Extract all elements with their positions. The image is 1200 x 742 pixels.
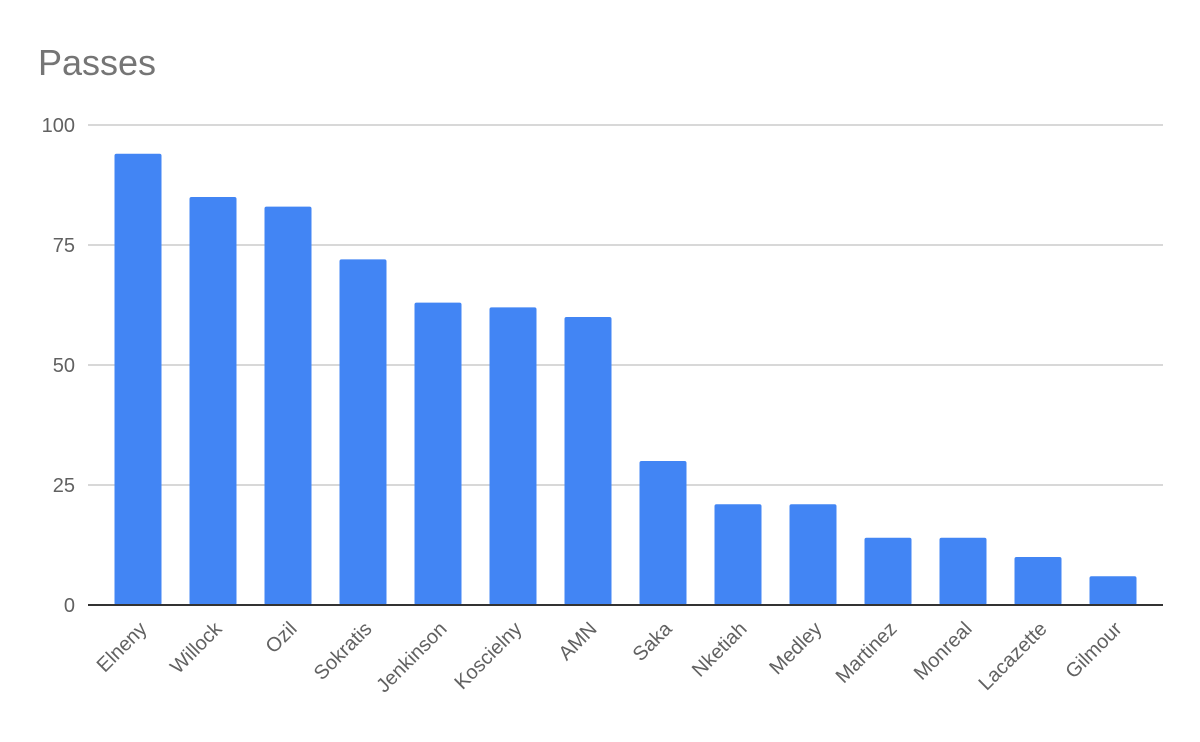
x-tick-label: Jenkinson — [372, 618, 451, 697]
bar — [939, 537, 987, 605]
bar — [414, 302, 462, 605]
x-tick-label: Elneny — [93, 618, 152, 677]
x-tick-label: Willock — [166, 617, 227, 678]
bar — [489, 307, 537, 605]
bar — [714, 504, 762, 605]
x-tick-label: Saka — [629, 617, 677, 665]
x-tick-label: Ozil — [262, 618, 302, 658]
bar — [114, 153, 162, 606]
bar — [339, 259, 387, 605]
x-tick-label: Sokratis — [310, 618, 377, 685]
bar — [864, 537, 912, 605]
bar — [189, 197, 237, 605]
bar — [639, 461, 687, 605]
chart-title: Passes — [38, 42, 156, 83]
bar — [789, 504, 837, 605]
bar — [1089, 576, 1137, 605]
y-tick-label: 25 — [53, 475, 75, 497]
bar — [1014, 557, 1062, 605]
y-tick-label: 75 — [53, 235, 75, 257]
y-tick-label: 100 — [42, 115, 75, 137]
x-tick-label: Nketiah — [688, 618, 752, 682]
x-tick-label: Martinez — [832, 618, 902, 688]
x-tick-label: Monreal — [910, 618, 977, 685]
x-tick-label: Lacazette — [975, 618, 1052, 695]
y-tick-label: 50 — [53, 355, 75, 377]
y-tick-label: 0 — [64, 595, 75, 617]
x-tick-label: Koscielny — [450, 618, 526, 694]
bar — [564, 317, 612, 605]
bar — [264, 206, 312, 605]
x-tick-label: AMN — [555, 618, 602, 665]
x-tick-label: Gilmour — [1061, 618, 1126, 683]
x-tick-label: Medley — [765, 618, 826, 679]
